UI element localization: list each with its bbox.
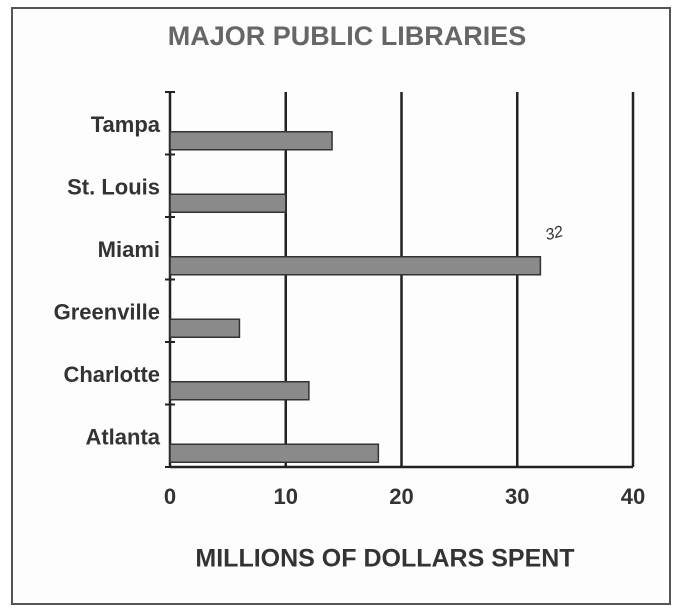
x-tick-label: 40	[621, 484, 645, 509]
y-tick-label: St. Louis	[67, 175, 160, 200]
y-tick-label: Charlotte	[63, 362, 160, 387]
annotation: 32	[543, 223, 565, 244]
chart-title: MAJOR PUBLIC LIBRARIES	[168, 21, 527, 51]
frame	[11, 7, 671, 605]
x-tick-label: 30	[505, 484, 529, 509]
x-axis-label: MILLIONS OF DOLLARS SPENT	[195, 545, 574, 573]
bar	[169, 131, 333, 151]
y-tick-label: Atlanta	[85, 425, 160, 450]
bar	[169, 318, 241, 338]
bar	[169, 193, 287, 213]
x-tick-label: 0	[164, 484, 176, 509]
x-tick-label: 10	[274, 484, 298, 509]
y-tick-label: Greenville	[54, 300, 160, 325]
bar	[169, 381, 310, 401]
bar	[169, 443, 380, 463]
y-tick-label: Tampa	[91, 112, 161, 137]
bar	[169, 256, 542, 276]
y-tick-label: Miami	[98, 237, 160, 262]
x-tick-label: 20	[389, 484, 413, 509]
